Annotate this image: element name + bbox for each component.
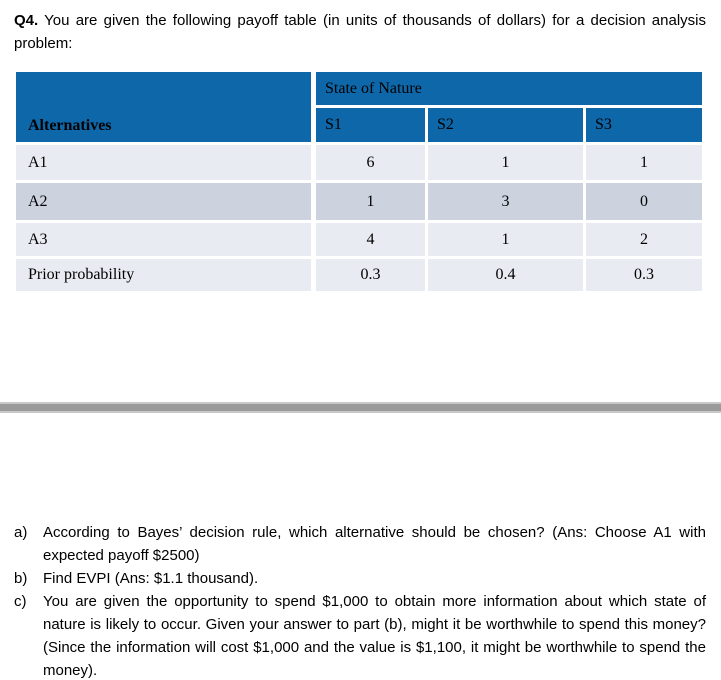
question-list: a) According to Bayes’ decision rule, wh…	[14, 521, 706, 680]
column-header-s1: S1	[316, 108, 425, 142]
cell-a1-s3: 1	[586, 145, 702, 180]
section-divider-rule	[0, 402, 721, 413]
cell-prior-s2: 0.4	[428, 259, 583, 291]
list-item-a: a) According to Bayes’ decision rule, wh…	[14, 521, 706, 567]
question-intro-text: You are given the following payoff table…	[14, 12, 706, 52]
list-text-c: You are given the opportunity to spend $…	[43, 593, 706, 679]
cell-a1-s2: 1	[428, 145, 583, 180]
payoff-table: Alternatives State of Nature S1 S2 S3 A1…	[16, 72, 721, 291]
column-header-s2: S2	[428, 108, 583, 142]
list-marker-c: c)	[14, 593, 27, 610]
cell-a2-s1: 1	[316, 183, 425, 220]
question-number: Q4.	[14, 12, 39, 29]
cell-a2-s2: 3	[428, 183, 583, 220]
cell-a3-s1: 4	[316, 223, 425, 256]
list-item-c: c) You are given the opportunity to spen…	[14, 590, 706, 680]
cell-a3-s3: 2	[586, 223, 702, 256]
table-corner-header: Alternatives	[16, 72, 311, 142]
list-marker-a: a)	[14, 524, 28, 541]
question-intro: Q4. You are given the following payoff t…	[14, 9, 706, 55]
list-text-a: According to Bayes’ decision rule, which…	[43, 524, 706, 564]
cell-prior-s3: 0.3	[586, 259, 702, 291]
cell-a2-s3: 0	[586, 183, 702, 220]
list-marker-b: b)	[14, 570, 28, 587]
cell-prior-s1: 0.3	[316, 259, 425, 291]
column-header-s3: S3	[586, 108, 702, 142]
cell-a1-s1: 6	[316, 145, 425, 180]
row-label-prior-probability: Prior probability	[16, 259, 311, 291]
table-group-header: State of Nature	[316, 72, 702, 105]
list-text-b: Find EVPI (Ans: $1.1 thousand).	[43, 570, 259, 587]
row-label-a1: A1	[16, 145, 311, 180]
row-label-a3: A3	[16, 223, 311, 256]
list-item-b: b) Find EVPI (Ans: $1.1 thousand).	[14, 567, 706, 590]
row-label-a2: A2	[16, 183, 311, 220]
cell-a3-s2: 1	[428, 223, 583, 256]
